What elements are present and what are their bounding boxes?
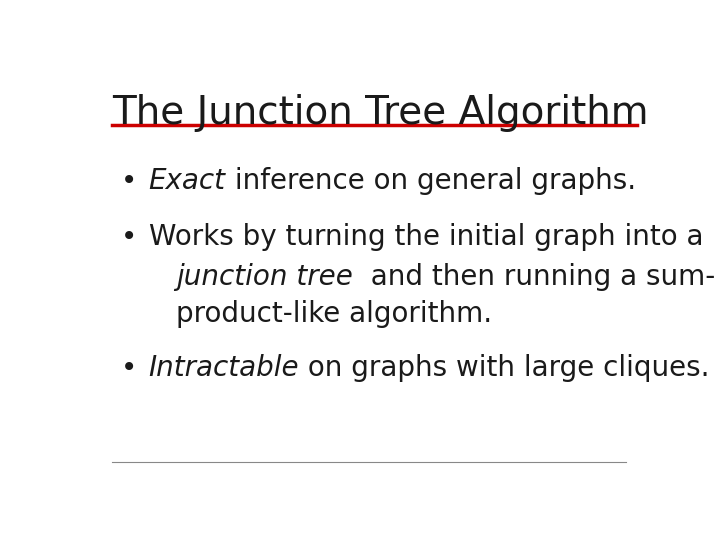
Text: Exact: Exact [148, 167, 225, 195]
Text: Works by turning the initial graph into a: Works by turning the initial graph into … [148, 224, 703, 251]
Text: •: • [121, 224, 138, 251]
Text: •: • [121, 354, 138, 382]
Text: The Junction Tree Algorithm: The Junction Tree Algorithm [112, 94, 649, 132]
Text: •: • [121, 167, 138, 195]
Text: inference on general graphs.: inference on general graphs. [225, 167, 636, 195]
Text: and then running a sum-: and then running a sum- [354, 263, 716, 291]
Text: on graphs with large cliques.: on graphs with large cliques. [300, 354, 710, 382]
Text: junction tree: junction tree [176, 263, 354, 291]
Text: Intractable: Intractable [148, 354, 300, 382]
Text: product-like algorithm.: product-like algorithm. [176, 300, 492, 328]
